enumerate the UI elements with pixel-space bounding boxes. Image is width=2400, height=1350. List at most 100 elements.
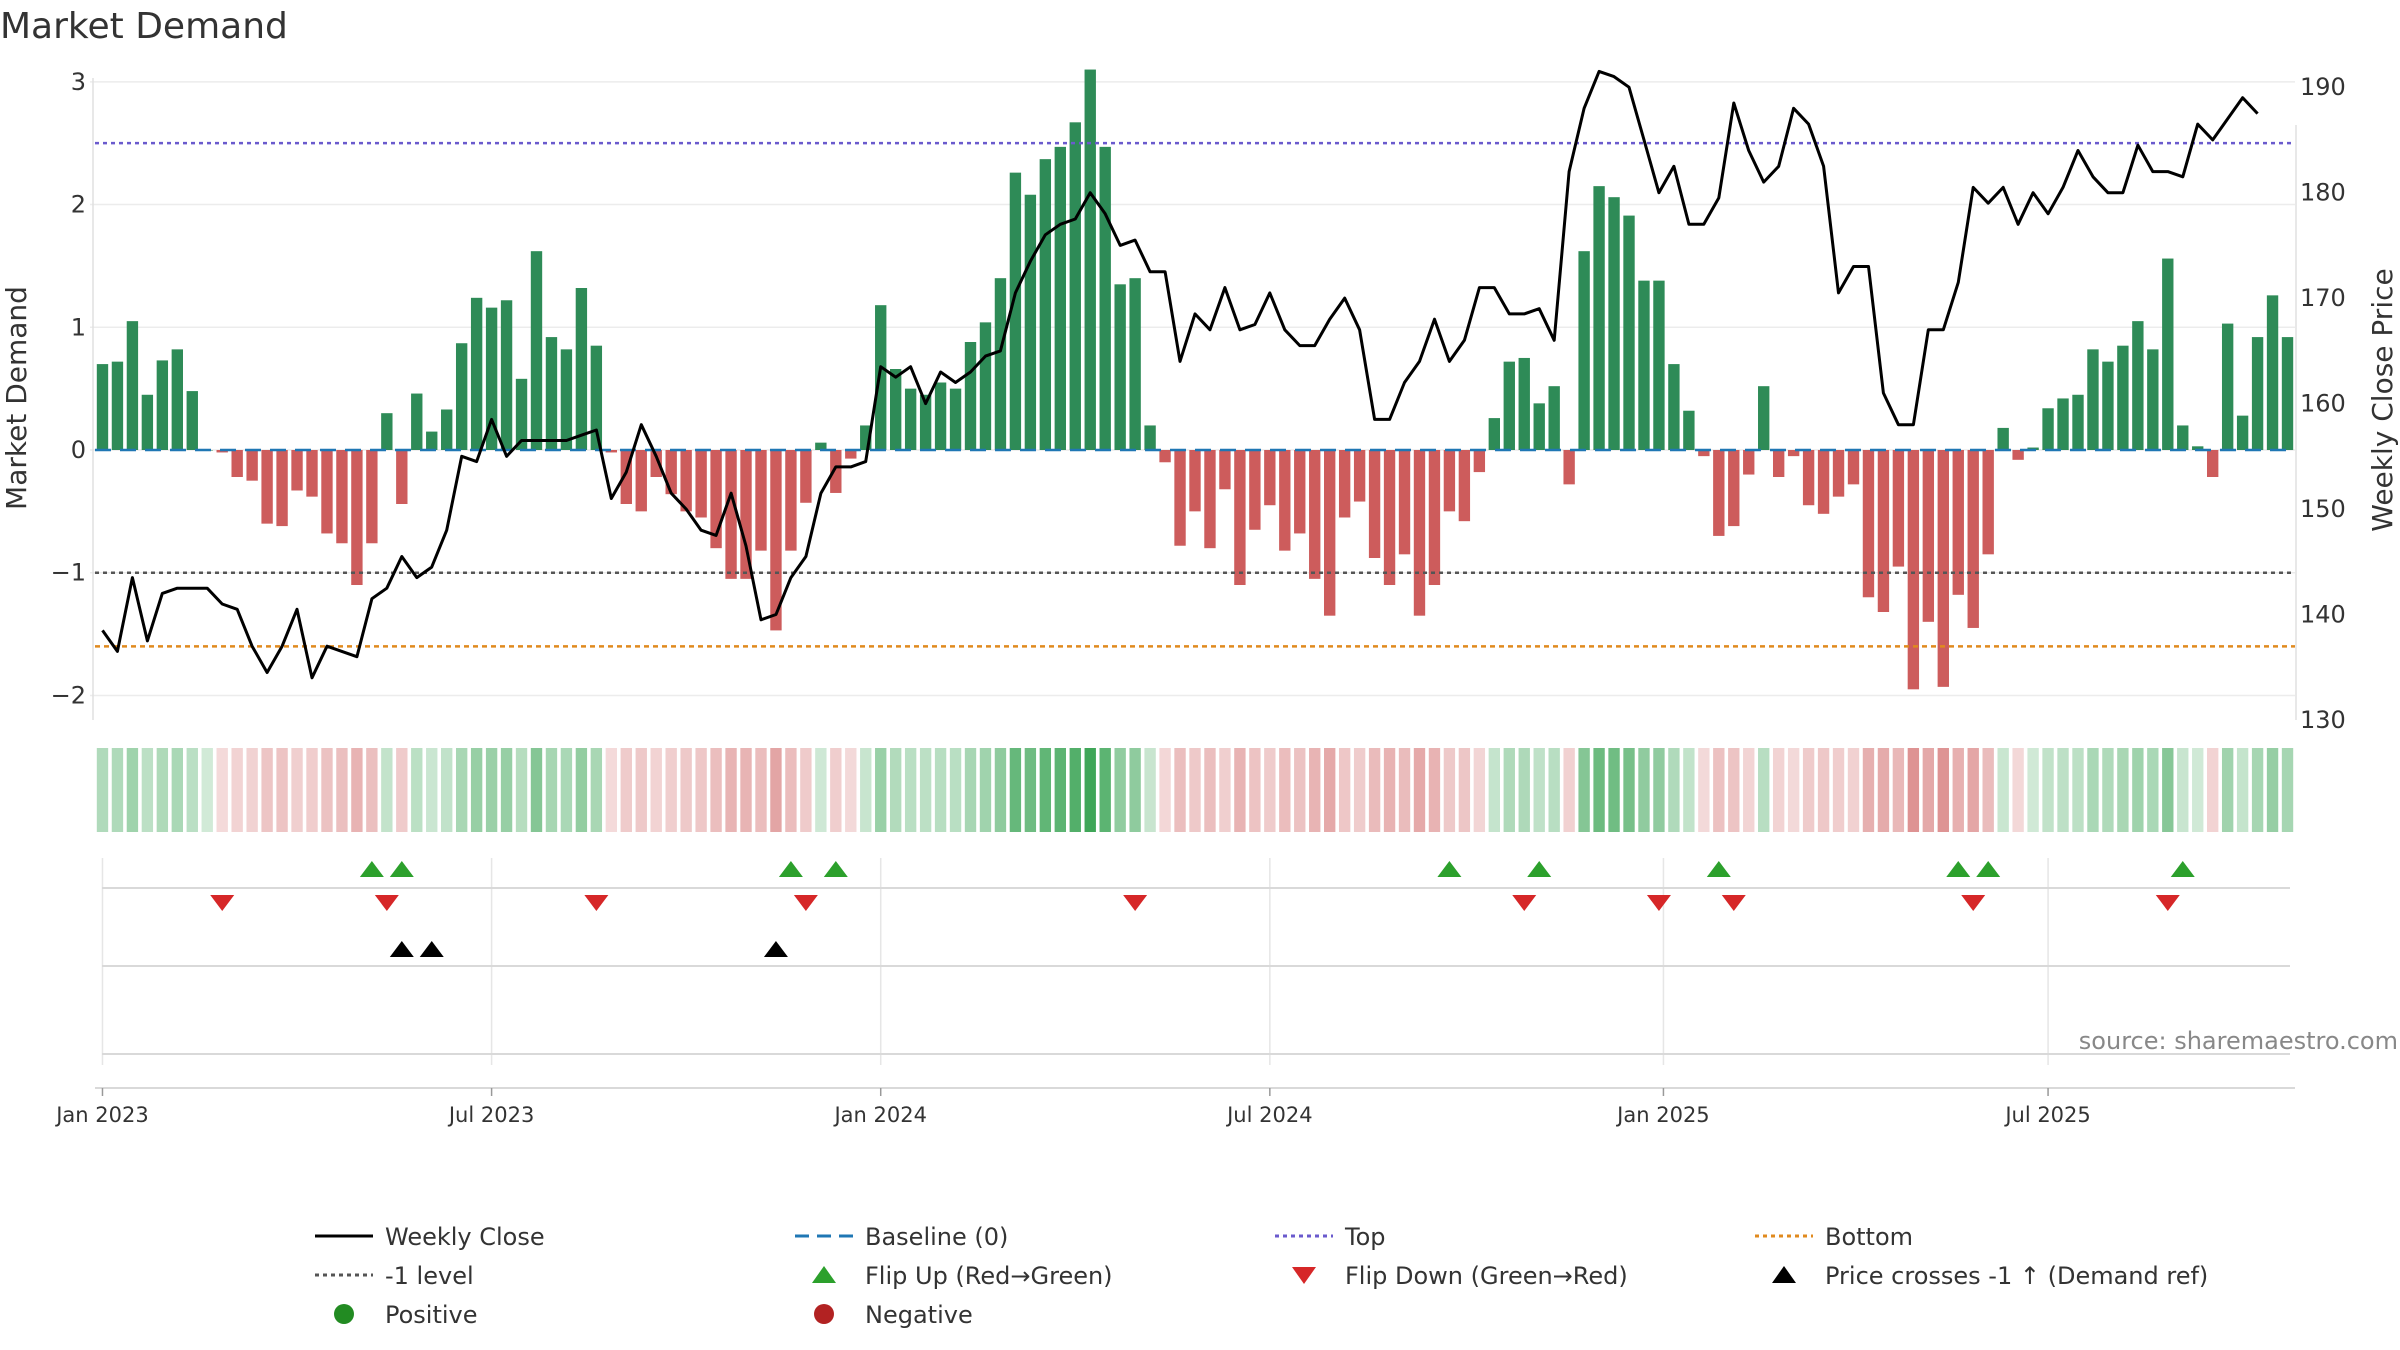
legend-swatch-triangle-down bbox=[1292, 1267, 1316, 1284]
demand-bar-positive bbox=[919, 394, 932, 450]
demand-bar-negative bbox=[650, 450, 662, 477]
demand-bar-negative bbox=[755, 450, 767, 551]
demand-heat-strip bbox=[96, 748, 2294, 832]
heat-cell bbox=[1922, 748, 1935, 832]
demand-bar-negative bbox=[291, 450, 303, 491]
demand-bar-positive bbox=[1623, 215, 1635, 450]
heat-cell bbox=[830, 748, 842, 832]
demand-bar-positive bbox=[500, 300, 513, 450]
heat-cell bbox=[201, 748, 213, 832]
demand-bar-positive bbox=[96, 364, 109, 450]
legend-label: Positive bbox=[385, 1301, 478, 1329]
legend-label: -1 level bbox=[385, 1262, 474, 1290]
heat-cell bbox=[1578, 748, 1590, 832]
heat-cell bbox=[1548, 748, 1560, 832]
flip-up-marker bbox=[1976, 861, 2001, 877]
heat-cell bbox=[1473, 748, 1486, 832]
demand-bar-positive bbox=[1668, 364, 1680, 450]
y2-axis-label: Weekly Close Price bbox=[2366, 268, 2399, 531]
demand-bar-negative bbox=[740, 450, 752, 579]
demand-bar-positive bbox=[1009, 172, 1022, 450]
heat-cell bbox=[1039, 748, 1052, 832]
heat-cell bbox=[2251, 748, 2264, 832]
demand-bar-positive bbox=[964, 342, 977, 450]
heat-cell bbox=[1982, 748, 1994, 832]
legend-item: Weekly Close bbox=[315, 1223, 545, 1251]
flip-up-marker bbox=[1946, 861, 1971, 877]
demand-bar-positive bbox=[2266, 295, 2279, 450]
heat-cell bbox=[1294, 748, 1306, 832]
heat-cell bbox=[1009, 748, 1022, 832]
flip-up-marker bbox=[389, 861, 414, 877]
y2-tick-label: 150 bbox=[2300, 495, 2346, 523]
flip-down-marker bbox=[1123, 895, 1148, 911]
legend-swatch-dot bbox=[814, 1304, 834, 1324]
heat-cell bbox=[306, 748, 318, 832]
price-line-group bbox=[101, 69, 2259, 680]
heat-cell bbox=[1653, 748, 1665, 832]
demand-bar-negative bbox=[695, 450, 707, 518]
demand-bar-positive bbox=[1548, 386, 1560, 450]
heat-cell bbox=[1877, 748, 1890, 832]
demand-bar-negative bbox=[605, 450, 618, 453]
demand-bar-positive bbox=[815, 442, 827, 450]
flip-down-marker bbox=[1721, 895, 1746, 911]
demand-bar-positive bbox=[2087, 349, 2099, 450]
heat-cell bbox=[785, 748, 797, 832]
heat-cell bbox=[1967, 748, 1979, 832]
heat-cell bbox=[1997, 748, 2009, 832]
demand-bar-negative bbox=[1264, 450, 1276, 506]
demand-bar-positive bbox=[2221, 323, 2234, 450]
heat-cell bbox=[994, 748, 1007, 832]
event-markers bbox=[210, 861, 2195, 957]
demand-bar-negative bbox=[1204, 450, 1216, 549]
demand-bar-negative bbox=[1368, 450, 1381, 558]
demand-bar-negative bbox=[1279, 450, 1291, 551]
heat-cell bbox=[1144, 748, 1156, 832]
demand-bar-positive bbox=[2072, 394, 2084, 450]
demand-bar-negative bbox=[800, 450, 812, 503]
demand-bar-negative bbox=[246, 450, 258, 481]
demand-bar-negative bbox=[261, 450, 273, 524]
heat-cell bbox=[2132, 748, 2144, 832]
demand-bar-negative bbox=[1907, 450, 1920, 690]
demand-bar-positive bbox=[1653, 280, 1665, 450]
heat-cell bbox=[291, 748, 303, 832]
demand-bar-positive bbox=[904, 388, 917, 450]
heat-cell bbox=[1324, 748, 1336, 832]
demand-bar-negative bbox=[1967, 450, 1979, 628]
demand-bar-negative bbox=[785, 450, 797, 551]
chart-title: Market Demand bbox=[0, 6, 288, 47]
demand-bar-negative bbox=[1862, 450, 1875, 598]
heat-cell bbox=[725, 748, 737, 832]
heat-cell bbox=[860, 748, 872, 832]
demand-bar-positive bbox=[141, 394, 154, 450]
flip-down-marker bbox=[1512, 895, 1537, 911]
heat-cell bbox=[1817, 748, 1830, 832]
demand-bar-positive bbox=[530, 251, 543, 450]
demand-bar-negative bbox=[845, 450, 857, 459]
legend-label: Negative bbox=[865, 1301, 973, 1329]
demand-bar-negative bbox=[336, 450, 348, 544]
y2-tick-label: 160 bbox=[2300, 390, 2346, 418]
demand-bar-negative bbox=[1877, 450, 1890, 612]
heat-cell bbox=[336, 748, 348, 832]
heat-cell bbox=[695, 748, 707, 832]
demand-bar-negative bbox=[1982, 450, 1994, 555]
weekly-close-line bbox=[101, 69, 2259, 680]
heat-cell bbox=[964, 748, 977, 832]
heat-cell bbox=[216, 748, 228, 832]
heat-cell bbox=[2117, 748, 2129, 832]
demand-bar-positive bbox=[381, 413, 393, 450]
demand-bar-negative bbox=[1713, 450, 1725, 536]
heat-cell bbox=[351, 748, 363, 832]
flip-down-marker bbox=[210, 895, 235, 911]
heat-cell bbox=[2162, 748, 2174, 832]
heat-cell bbox=[680, 748, 692, 832]
x-tick-label: Jul 2023 bbox=[447, 1103, 534, 1127]
demand-bar-negative bbox=[396, 450, 408, 504]
demand-bar-negative bbox=[710, 450, 722, 549]
heat-cell bbox=[1892, 748, 1905, 832]
flip-up-marker bbox=[2170, 861, 2195, 877]
